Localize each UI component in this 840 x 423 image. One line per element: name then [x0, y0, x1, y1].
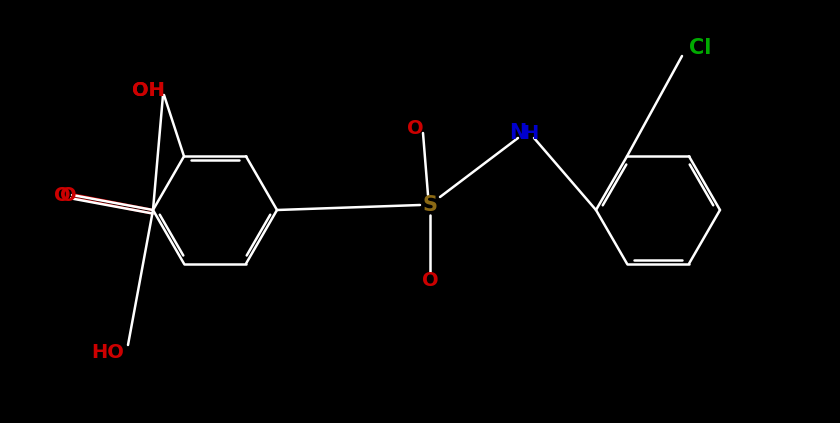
Text: O: O: [60, 186, 76, 204]
Text: HO: HO: [92, 343, 124, 363]
Text: Cl: Cl: [689, 38, 711, 58]
Text: OH: OH: [132, 80, 165, 99]
Text: S: S: [423, 195, 438, 215]
Text: O: O: [407, 118, 423, 137]
Text: O: O: [54, 186, 71, 204]
Text: OH: OH: [132, 80, 165, 99]
Text: N: N: [509, 123, 527, 143]
Text: H: H: [522, 124, 538, 143]
Text: O: O: [422, 270, 438, 289]
